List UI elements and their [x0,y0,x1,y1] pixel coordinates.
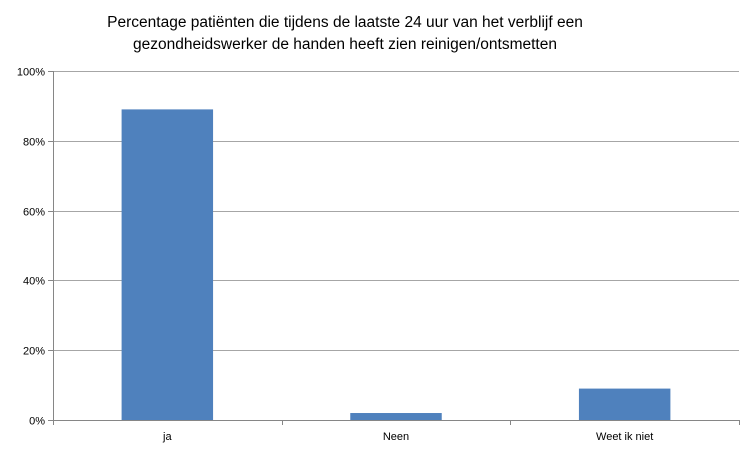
axes [48,71,740,425]
y-tick-label: 40% [23,276,45,288]
x-tick-label: ja [162,431,172,443]
x-tick-label: Weet ik niet [596,431,653,443]
y-tick-label: 60% [23,207,45,219]
y-tick-label: 20% [23,346,45,358]
x-axis-tick-labels: ja Neen Weet ik niet [162,431,653,443]
x-tick-label: Neen [383,431,409,443]
bars [121,109,671,420]
y-tick-label: 80% [23,137,45,149]
y-axis-tick-labels: 0% 20% 40% 60% 80% 100% [17,67,45,428]
y-tick-label: 100% [17,67,45,79]
bar [350,413,442,420]
bar [121,109,214,420]
chart-title-line-2: gezondheidswerker de handen heeft zien r… [133,36,557,53]
y-tick-label: 0% [29,416,45,428]
bar [578,388,671,420]
chart-title-line-1: Percentage patiënten die tijdens de laat… [107,14,583,31]
